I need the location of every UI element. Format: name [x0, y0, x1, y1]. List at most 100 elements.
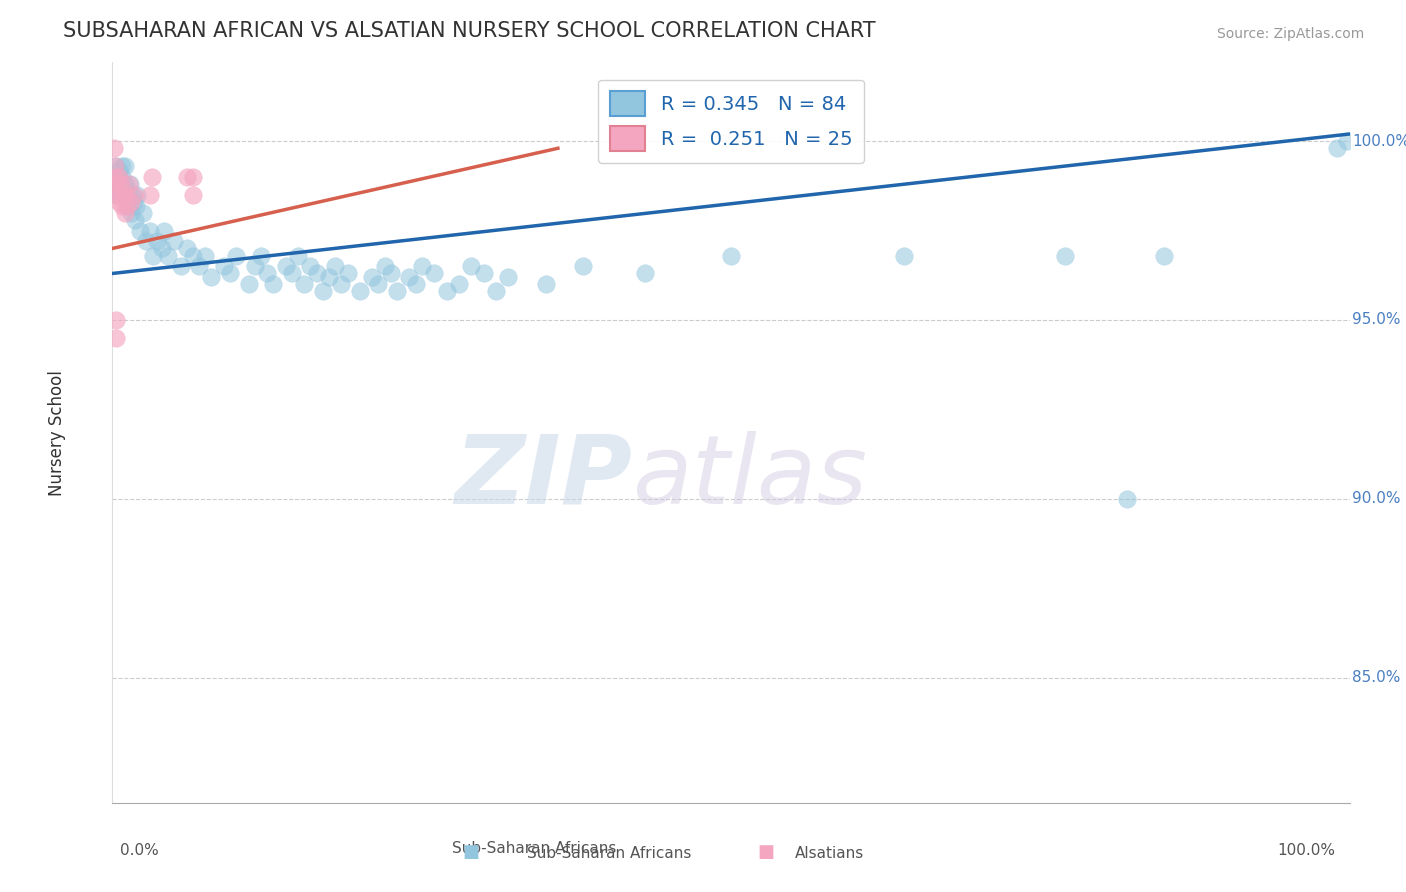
Point: [122, 194, 145, 209]
Point: [181, 169, 204, 184]
Point: [110, 187, 132, 202]
Point: [176, 169, 198, 184]
Point: [312, 285, 335, 299]
Point: [243, 260, 266, 274]
Point: [117, 198, 139, 212]
Point: [1054, 249, 1077, 263]
Point: [181, 187, 204, 202]
Point: [262, 277, 284, 292]
Text: Sub-Saharan Africans: Sub-Saharan Africans: [527, 846, 692, 861]
Point: [111, 198, 134, 212]
Point: [256, 267, 278, 281]
Point: [105, 159, 128, 173]
Text: Alsatians: Alsatians: [794, 846, 863, 861]
Point: [1153, 249, 1175, 263]
Point: [117, 177, 139, 191]
Text: Source: ZipAtlas.com: Source: ZipAtlas.com: [1216, 27, 1364, 41]
Point: [118, 177, 141, 191]
Point: [138, 223, 160, 237]
Point: [153, 223, 176, 237]
Point: [114, 159, 136, 173]
Point: [219, 267, 242, 281]
Point: [124, 212, 146, 227]
Point: [200, 270, 222, 285]
Point: [323, 260, 346, 274]
Point: [281, 267, 304, 281]
Point: [122, 187, 145, 202]
Point: [105, 187, 128, 202]
Point: [107, 177, 129, 191]
Point: [336, 267, 359, 281]
Point: [103, 141, 125, 155]
Point: [436, 285, 458, 299]
Point: [380, 267, 402, 281]
Point: [117, 187, 139, 202]
Text: ■: ■: [463, 843, 479, 861]
Point: [447, 277, 470, 292]
Point: [125, 198, 148, 212]
Point: [385, 285, 408, 299]
Point: [305, 267, 328, 281]
Point: [114, 205, 136, 219]
Text: ■: ■: [758, 843, 775, 861]
Point: [142, 249, 165, 263]
Point: [498, 270, 520, 285]
Point: [121, 187, 143, 202]
Point: [107, 169, 129, 184]
Point: [318, 270, 340, 285]
Point: [411, 260, 433, 274]
Point: [423, 267, 446, 281]
Point: [107, 177, 129, 191]
Text: 0.0%: 0.0%: [120, 843, 159, 858]
Point: [194, 249, 217, 263]
Text: Nursery School: Nursery School: [48, 369, 66, 496]
Point: [250, 249, 273, 263]
Point: [367, 277, 389, 292]
Point: [112, 187, 135, 202]
Point: [105, 313, 128, 327]
Point: [157, 249, 180, 263]
Point: [292, 277, 315, 292]
Text: 85.0%: 85.0%: [1353, 670, 1400, 685]
Point: [485, 285, 508, 299]
Point: [1116, 491, 1139, 506]
Point: [120, 205, 142, 219]
Point: [127, 187, 149, 202]
Point: [104, 169, 127, 184]
Point: [112, 187, 135, 202]
Point: [107, 180, 129, 194]
Point: [720, 249, 742, 263]
Point: [108, 187, 131, 202]
Text: ZIP: ZIP: [454, 431, 633, 524]
Point: [534, 277, 557, 292]
Point: [374, 260, 396, 274]
Point: [114, 177, 136, 191]
Point: [110, 177, 132, 191]
Point: [460, 260, 482, 274]
Point: [117, 198, 139, 212]
Point: [107, 162, 129, 177]
Point: [188, 260, 211, 274]
Point: [893, 249, 915, 263]
Point: [299, 260, 322, 274]
Point: [135, 234, 157, 248]
Point: [111, 169, 134, 184]
Point: [107, 194, 129, 209]
Point: [132, 205, 155, 219]
Point: [150, 242, 173, 256]
Point: [141, 169, 163, 184]
Text: SUBSAHARAN AFRICAN VS ALSATIAN NURSERY SCHOOL CORRELATION CHART: SUBSAHARAN AFRICAN VS ALSATIAN NURSERY S…: [63, 21, 876, 41]
Point: [111, 159, 134, 173]
Text: Sub-Saharan Africans: Sub-Saharan Africans: [453, 841, 616, 856]
Point: [115, 187, 138, 202]
Point: [115, 180, 138, 194]
Point: [104, 177, 127, 191]
Point: [349, 285, 371, 299]
Point: [169, 260, 191, 274]
Point: [212, 260, 235, 274]
Point: [238, 277, 260, 292]
Point: [287, 249, 309, 263]
Point: [1336, 134, 1358, 148]
Point: [361, 270, 384, 285]
Point: [163, 234, 186, 248]
